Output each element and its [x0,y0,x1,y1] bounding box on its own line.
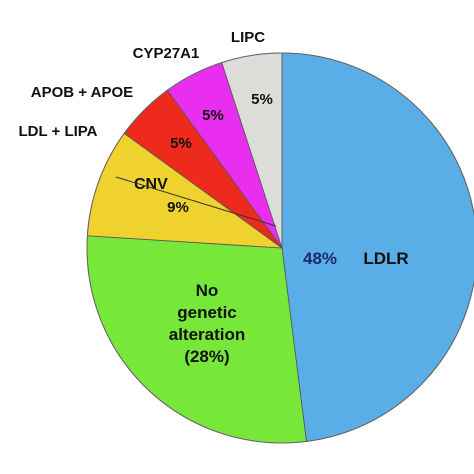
slice-label-no-genetic-alteration: No genetic alteration (28%) [169,281,246,366]
ldl-lipa-leader-line [115,176,277,227]
slice-label-cnv: CNV [134,176,168,193]
value-label-apob-apoe: 5% [170,135,192,152]
slice-label-ldl-lipa: LDL + LIPA [18,123,97,140]
slice-label-ldlr: LDLR [363,249,408,268]
value-label-lipc: 5% [251,91,273,108]
value-label-cyp27a1: 5% [202,107,224,124]
pie-outline [86,52,474,444]
pie-slice-ldlr [281,52,474,442]
value-label-ldlr: 48% [303,249,337,268]
slice-label-apob-apoe: APOB + APOE [31,84,133,101]
svg-text:(28%): (28%) [184,347,229,366]
value-label-cnv: 9% [167,199,189,216]
slice-label-cyp27a1: CYP27A1 [133,45,200,62]
svg-text:No: No [196,281,219,300]
svg-text:alteration: alteration [169,325,246,344]
slice-label-lipc: LIPC [231,29,265,46]
svg-text:genetic: genetic [177,303,237,322]
